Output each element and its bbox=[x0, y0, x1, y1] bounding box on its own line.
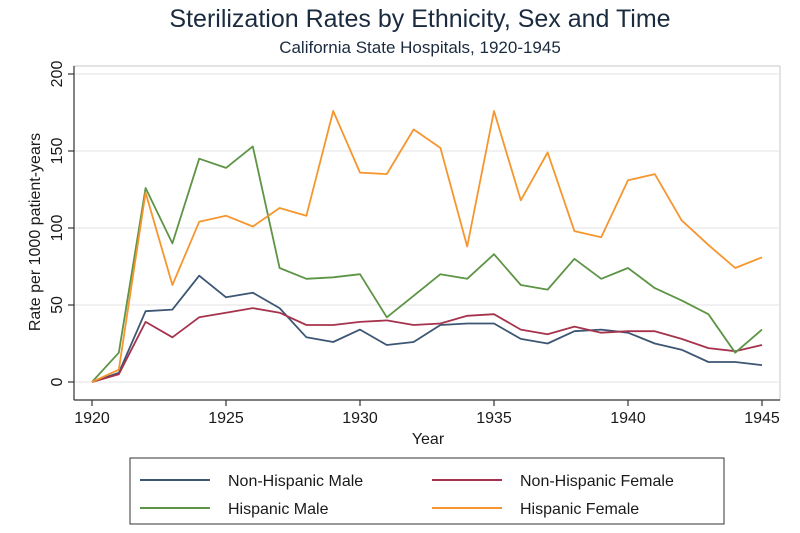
x-tick-label: 1935 bbox=[476, 410, 512, 427]
y-tick-label: 100 bbox=[49, 215, 66, 242]
x-tick-label: 1940 bbox=[610, 410, 646, 427]
series-line-non-hispanic-male bbox=[91, 274, 763, 383]
legend-label: Non-Hispanic Female bbox=[520, 473, 674, 490]
series-line-hispanic-female bbox=[91, 110, 763, 383]
y-axis-label: Rate per 1000 patient-years bbox=[27, 133, 44, 331]
x-axis: 1920 1925 1930 1935 1940 1945 bbox=[74, 399, 780, 427]
legend-label: Hispanic Male bbox=[228, 501, 329, 518]
x-tick-label: 1925 bbox=[208, 410, 244, 427]
series-line-non-hispanic-female bbox=[91, 307, 763, 383]
x-tick-label: 1920 bbox=[74, 410, 110, 427]
x-tick-label: 1930 bbox=[342, 410, 378, 427]
gridlines bbox=[74, 73, 780, 383]
legend-items: Non-Hispanic Male Non-Hispanic Female Hisp… bbox=[140, 473, 674, 518]
y-tick-label: 50 bbox=[49, 296, 66, 314]
legend-label: Hispanic Female bbox=[520, 501, 639, 518]
legend bbox=[129, 457, 725, 525]
x-tick-label: 1945 bbox=[744, 410, 780, 427]
plot-area bbox=[73, 65, 781, 401]
chart-subtitle: California State Hospitals, 1920-1945 bbox=[279, 38, 561, 57]
series-line-hispanic-male bbox=[91, 145, 763, 383]
y-tick-label: 0 bbox=[49, 377, 66, 386]
x-axis-label: Year bbox=[412, 431, 445, 448]
legend-label: Non-Hispanic Male bbox=[228, 473, 363, 490]
y-tick-label: 200 bbox=[49, 61, 66, 88]
y-axis: 0 50 100 150 200 bbox=[49, 61, 75, 400]
series-lines bbox=[91, 110, 763, 383]
chart-title: Sterilization Rates by Ethnicity, Sex an… bbox=[169, 5, 670, 33]
y-tick-label: 150 bbox=[49, 138, 66, 165]
